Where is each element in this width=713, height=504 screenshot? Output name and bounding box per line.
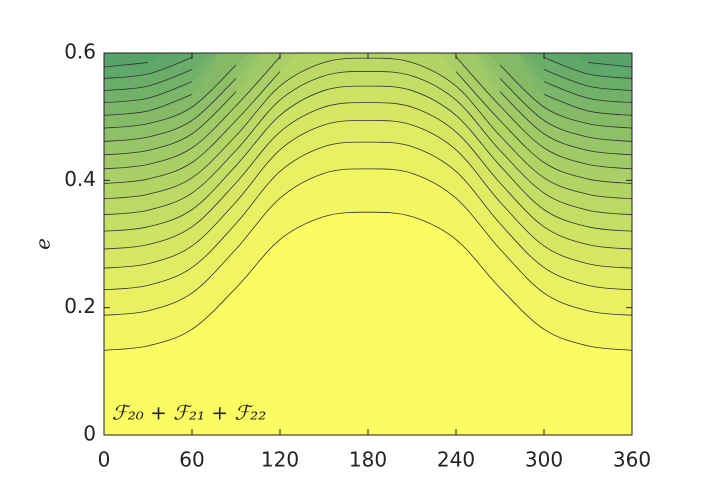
y-tick-label: 0.2 <box>64 294 96 318</box>
contour-line <box>104 91 632 156</box>
contour-line <box>104 57 632 79</box>
contour-line <box>104 85 632 232</box>
contour-fill <box>104 53 632 68</box>
plot-area <box>104 53 632 435</box>
contour-line <box>104 94 632 116</box>
annotation: ℱ₂₀ + ℱ₂₁ + ℱ₂₂ <box>112 401 266 425</box>
contour-line <box>104 69 632 91</box>
contour-fill <box>104 53 632 56</box>
contour-fill <box>104 53 632 142</box>
contour-line <box>104 81 632 104</box>
x-tick-label: 180 <box>349 448 387 472</box>
contour-line <box>104 71 632 184</box>
x-tick-label: 300 <box>525 448 563 472</box>
contour-line <box>104 56 632 170</box>
contour-line <box>104 211 632 351</box>
y-tick-label: 0 <box>83 422 96 446</box>
y-tick-label: 0.6 <box>64 40 96 64</box>
contour-line <box>104 141 632 291</box>
y-tick-label: 0.4 <box>64 167 96 191</box>
contour-line <box>104 168 632 316</box>
x-tick-label: 120 <box>261 448 299 472</box>
x-tick-label: 0 <box>98 448 111 472</box>
contour-line <box>104 62 632 68</box>
contour-line <box>104 78 632 142</box>
y-axis-label: e <box>31 238 55 250</box>
contour-line <box>104 64 632 129</box>
contour-line <box>104 120 632 269</box>
x-tick-label: 60 <box>179 448 204 472</box>
contour-line <box>104 71 632 216</box>
x-tick-label: 240 <box>437 448 475 472</box>
contour-line <box>104 102 632 250</box>
x-tick-label: 360 <box>613 448 651 472</box>
